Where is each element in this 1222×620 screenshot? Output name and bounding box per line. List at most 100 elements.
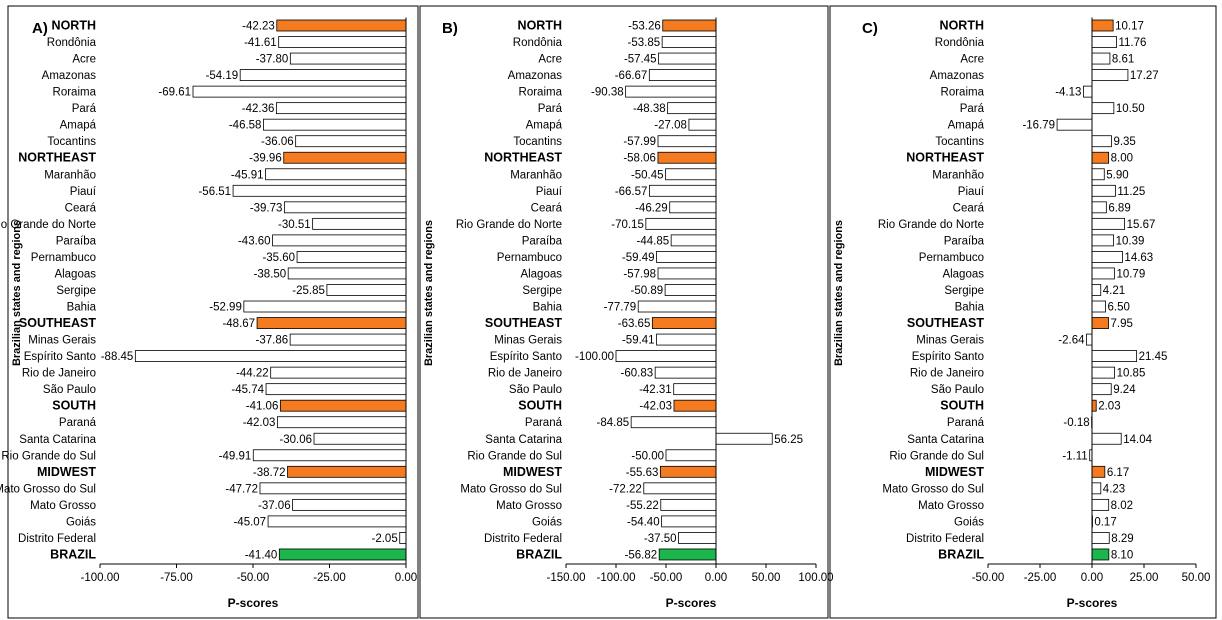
- state-label: Acre: [72, 54, 96, 66]
- bar: [279, 399, 407, 412]
- state-label: Rio de Janeiro: [488, 368, 562, 380]
- bar: [134, 350, 407, 363]
- bar: [1091, 36, 1117, 48]
- value-label: -30.51: [278, 219, 311, 231]
- state-label: Piauí: [536, 186, 563, 198]
- value-label: -88.45: [101, 351, 134, 363]
- state-label: Piauí: [958, 186, 985, 198]
- value-label: -47.72: [225, 483, 258, 495]
- value-label: -35.60: [262, 252, 295, 264]
- region-label: NORTHEAST: [18, 151, 96, 165]
- state-label: Paraíba: [522, 235, 563, 247]
- state-label: Mato Grosso do Sul: [460, 483, 562, 495]
- state-label: Paraná: [525, 417, 563, 429]
- state-label: Mato Grosso do Sul: [0, 483, 96, 495]
- region-label: MIDWEST: [925, 465, 984, 479]
- bar: [256, 317, 407, 329]
- state-label: Sergipe: [522, 285, 562, 297]
- value-label: -39.73: [250, 202, 283, 214]
- value-label: -59.41: [622, 335, 655, 347]
- value-label: 11.25: [1117, 186, 1145, 198]
- state-label: Amazonas: [42, 70, 97, 82]
- value-label: -44.22: [236, 368, 269, 380]
- x-tick-label: 50.00: [1182, 572, 1211, 584]
- bar: [678, 532, 717, 544]
- state-label: Rondônia: [935, 37, 985, 49]
- bar: [239, 69, 407, 81]
- state-label: Minas Gerais: [494, 335, 562, 347]
- bar: [276, 416, 407, 429]
- value-label: -70.15: [611, 219, 644, 231]
- bar: [658, 548, 717, 561]
- x-tick-label: 25.00: [1130, 572, 1159, 584]
- bar: [667, 102, 717, 115]
- state-label: Ceará: [65, 202, 97, 214]
- bar: [312, 217, 407, 230]
- value-label: -36.06: [261, 136, 294, 148]
- bar: [657, 135, 717, 148]
- bar: [1091, 69, 1129, 81]
- bar: [1091, 102, 1115, 115]
- state-label: Pernambuco: [497, 252, 562, 264]
- x-tick-label: -50.00: [650, 572, 683, 584]
- state-label: São Paulo: [509, 384, 562, 396]
- value-label: -69.61: [158, 87, 191, 99]
- state-label: Distrito Federal: [18, 533, 96, 545]
- state-label: Minas Gerais: [916, 335, 984, 347]
- bar: [1091, 267, 1115, 280]
- bar: [1091, 317, 1109, 329]
- value-label: -57.45: [624, 54, 657, 66]
- state-label: Rio de Janeiro: [910, 368, 984, 380]
- panel-frame: [7, 5, 419, 619]
- value-label: -41.40: [245, 549, 278, 561]
- region-label: NORTHEAST: [906, 151, 984, 165]
- value-label: -48.38: [633, 103, 666, 115]
- state-label: Tocantins: [513, 136, 562, 148]
- state-label: Rio Grande do Norte: [878, 219, 984, 231]
- value-label: -56.82: [625, 549, 658, 561]
- value-label: -45.91: [231, 169, 264, 181]
- x-tick-label: -75.00: [160, 572, 193, 584]
- value-label: -57.98: [623, 268, 656, 280]
- bar: [265, 383, 407, 396]
- x-tick-label: 50.00: [752, 572, 781, 584]
- value-label: -42.31: [639, 384, 672, 396]
- value-label: -66.57: [615, 186, 648, 198]
- bar: [1091, 217, 1125, 230]
- region-label: BRAZIL: [938, 547, 984, 561]
- value-label: -52.99: [209, 302, 242, 314]
- bar: [1091, 135, 1112, 148]
- x-axis-title: P-scores: [666, 596, 717, 610]
- region-label: MIDWEST: [37, 465, 96, 479]
- bar: [673, 383, 717, 396]
- value-label: -50.00: [631, 450, 664, 462]
- value-label: -100.00: [575, 351, 614, 363]
- region-label: NORTHEAST: [484, 151, 562, 165]
- bar: [283, 151, 407, 164]
- value-label: 2.03: [1098, 401, 1120, 413]
- value-label: -41.06: [246, 401, 279, 413]
- value-label: 11.76: [1118, 37, 1146, 49]
- bar: [1091, 548, 1110, 561]
- bar: [292, 498, 407, 511]
- bar: [659, 465, 717, 478]
- x-tick-label: -150.00: [546, 572, 585, 584]
- state-label: Maranhão: [510, 169, 562, 181]
- state-label: Mato Grosso do Sul: [882, 483, 984, 495]
- state-label: Tocantins: [935, 136, 984, 148]
- value-label: 21.45: [1139, 351, 1168, 363]
- bar: [651, 317, 717, 329]
- y-axis-title: Brazilian states and regions: [11, 220, 23, 366]
- state-label: Sergipe: [56, 285, 96, 297]
- value-label: 10.39: [1116, 235, 1145, 247]
- bar: [1091, 350, 1138, 363]
- value-label: -42.36: [242, 103, 275, 115]
- x-tick-label: 0.00: [705, 572, 727, 584]
- y-axis-title: Brazilian states and regions: [833, 220, 845, 366]
- value-label: -42.23: [242, 21, 275, 33]
- state-label: Pernambuco: [919, 252, 984, 264]
- value-label: 6.17: [1107, 467, 1129, 479]
- bar: [1091, 465, 1106, 478]
- bar: [289, 52, 407, 65]
- state-label: Espírito Santo: [490, 351, 562, 363]
